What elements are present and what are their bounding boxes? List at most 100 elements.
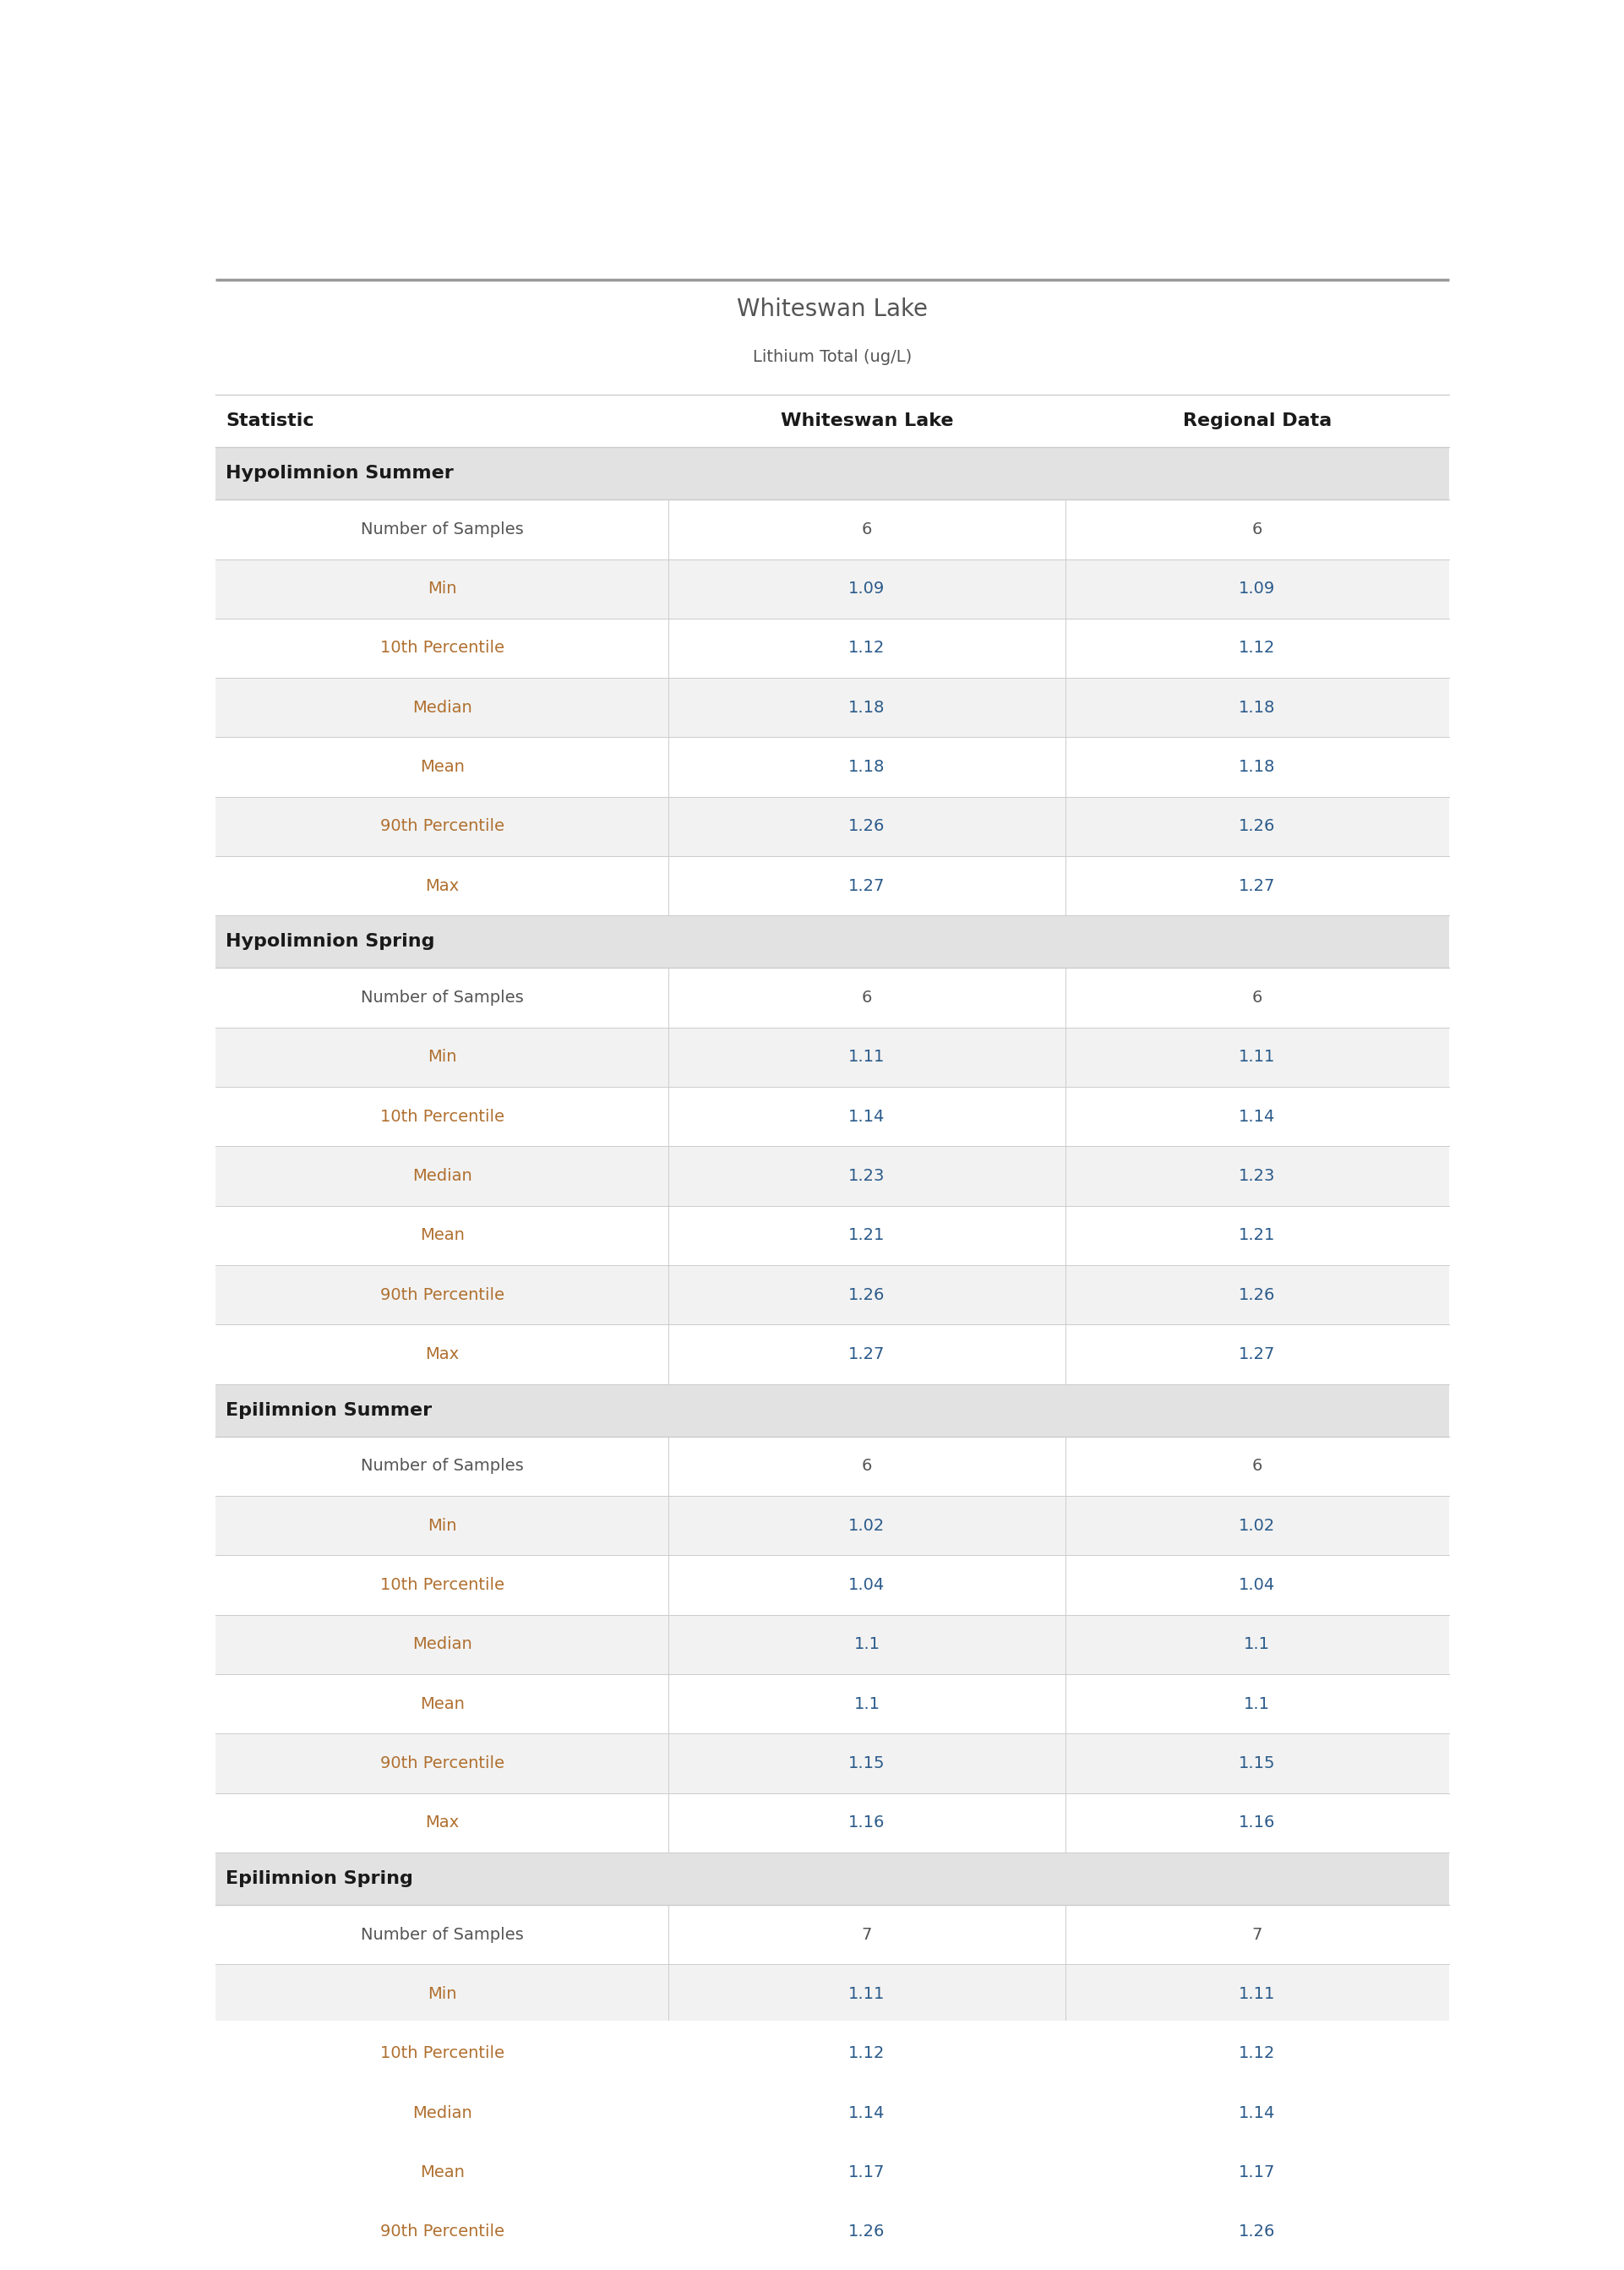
Text: 1.12: 1.12 [849,640,885,656]
Text: 10th Percentile: 10th Percentile [380,640,503,656]
Text: Median: Median [412,699,473,715]
Bar [216,1326,1449,1385]
Bar [216,738,1449,797]
Text: Mean: Mean [419,2163,464,2181]
Text: Number of Samples: Number of Samples [361,1457,523,1473]
Text: 7: 7 [862,1927,872,1943]
Text: 1.23: 1.23 [1239,1169,1275,1185]
Text: 6: 6 [862,990,872,1006]
Bar [216,1555,1449,1614]
Text: 1.21: 1.21 [849,1228,885,1244]
Text: 1.14: 1.14 [849,2104,885,2120]
Text: 1.17: 1.17 [849,2163,885,2181]
Bar [216,679,1449,738]
Text: 1.26: 1.26 [849,2225,885,2240]
Text: 1.02: 1.02 [1239,1519,1275,1535]
Text: 1.04: 1.04 [1239,1578,1275,1594]
Bar [216,1793,1449,1852]
Bar [216,1385,1449,1437]
Text: 1.12: 1.12 [849,2045,885,2061]
Text: 90th Percentile: 90th Percentile [380,1287,503,1303]
Bar [216,1146,1449,1205]
Text: 1.27: 1.27 [1239,878,1275,894]
Text: 1.21: 1.21 [1239,1228,1275,1244]
Bar [216,1734,1449,1793]
Text: Hypolimnion Summer: Hypolimnion Summer [226,465,453,481]
Text: 1.14: 1.14 [1239,1108,1275,1124]
Bar [216,1496,1449,1555]
Text: Min: Min [427,1049,456,1065]
Text: 1.17: 1.17 [1239,2163,1275,2181]
Bar [216,2084,1449,2143]
Text: 1.11: 1.11 [1239,1049,1275,1065]
Text: 90th Percentile: 90th Percentile [380,819,503,835]
Bar [216,2261,1449,2270]
Text: 1.18: 1.18 [1239,699,1275,715]
Text: Regional Data: Regional Data [1182,413,1332,429]
Text: 10th Percentile: 10th Percentile [380,2045,503,2061]
Bar [216,1675,1449,1734]
Text: 1.09: 1.09 [849,581,885,597]
Text: 1.09: 1.09 [1239,581,1275,597]
Bar [216,1437,1449,1496]
Bar [216,1964,1449,2025]
Text: 1.26: 1.26 [849,819,885,835]
Bar [216,1205,1449,1264]
Text: 1.12: 1.12 [1239,640,1275,656]
Text: 1.12: 1.12 [1239,2045,1275,2061]
Text: Whiteswan Lake: Whiteswan Lake [737,297,927,320]
Text: 1.1: 1.1 [854,1637,880,1653]
Text: 6: 6 [1252,522,1262,538]
Text: 90th Percentile: 90th Percentile [380,2225,503,2240]
Text: 1.27: 1.27 [849,878,885,894]
Text: Max: Max [425,1346,460,1362]
Text: Hypolimnion Spring: Hypolimnion Spring [226,933,435,951]
Text: 1.11: 1.11 [849,1986,885,2002]
Text: 7: 7 [1252,1927,1262,1943]
Bar [216,499,1449,558]
Text: 10th Percentile: 10th Percentile [380,1108,503,1124]
Bar [216,1852,1449,1905]
Text: 6: 6 [862,522,872,538]
Text: Median: Median [412,2104,473,2120]
Text: Min: Min [427,1519,456,1535]
Text: 1.16: 1.16 [849,1814,885,1832]
Text: Lithium Total (ug/L): Lithium Total (ug/L) [754,350,911,365]
Text: 10th Percentile: 10th Percentile [380,1578,503,1594]
Bar [216,797,1449,856]
Text: Number of Samples: Number of Samples [361,522,523,538]
Text: Median: Median [412,1637,473,1653]
Text: 1.26: 1.26 [849,1287,885,1303]
Bar [216,447,1449,499]
Text: 1.1: 1.1 [1244,1696,1270,1712]
Text: Epilimnion Spring: Epilimnion Spring [226,1870,412,1886]
Bar [216,558,1449,617]
Text: 6: 6 [1252,1457,1262,1473]
Text: 1.27: 1.27 [1239,1346,1275,1362]
Text: 1.15: 1.15 [1239,1755,1275,1771]
Bar [216,915,1449,967]
Text: Mean: Mean [419,1696,464,1712]
Text: Epilimnion Summer: Epilimnion Summer [226,1403,432,1419]
Text: 1.14: 1.14 [1239,2104,1275,2120]
Text: 1.18: 1.18 [1239,758,1275,774]
Bar [216,1028,1449,1087]
Text: 1.26: 1.26 [1239,2225,1275,2240]
Text: Number of Samples: Number of Samples [361,990,523,1006]
Text: 1.1: 1.1 [1244,1637,1270,1653]
Text: 1.16: 1.16 [1239,1814,1275,1832]
Text: 1.18: 1.18 [849,699,885,715]
Text: Min: Min [427,1986,456,2002]
Text: Max: Max [425,1814,460,1832]
Text: 1.26: 1.26 [1239,1287,1275,1303]
Text: 1.11: 1.11 [1239,1986,1275,2002]
Text: 1.11: 1.11 [849,1049,885,1065]
Text: 1.27: 1.27 [849,1346,885,1362]
Text: Whiteswan Lake: Whiteswan Lake [781,413,953,429]
Bar [216,617,1449,679]
Bar [216,1087,1449,1146]
Text: 6: 6 [862,1457,872,1473]
Bar [216,1264,1449,1326]
Bar [216,856,1449,915]
Text: 1.18: 1.18 [849,758,885,774]
